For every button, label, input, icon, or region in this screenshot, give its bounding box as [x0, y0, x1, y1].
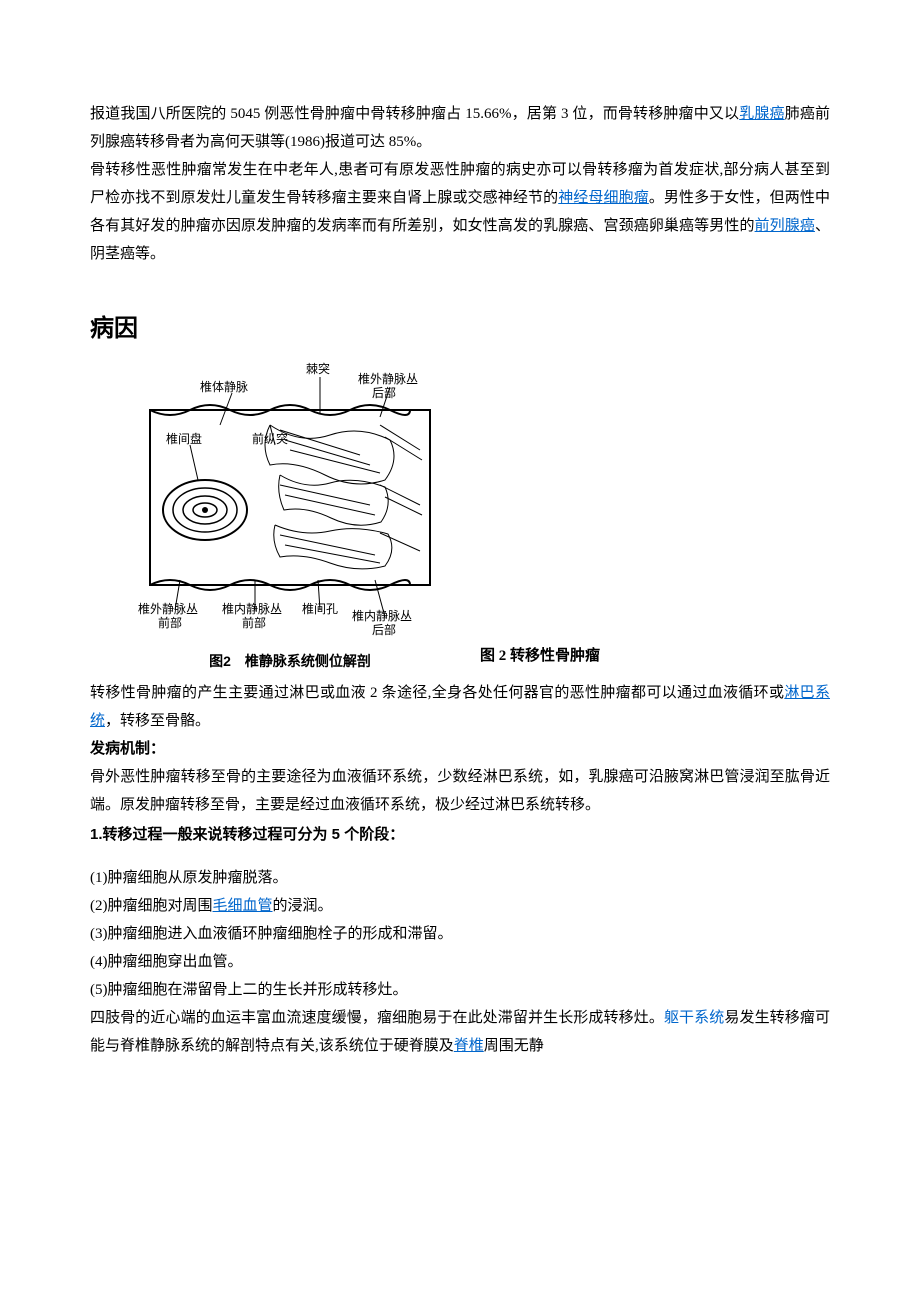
figure-internal-caption: 图2 椎静脉系统侧位解剖	[209, 651, 371, 671]
diagram-label-zhuinei-hou2: 后部	[372, 622, 396, 637]
stage-1: (1)肿瘤细胞从原发肿瘤脱落。	[90, 864, 830, 892]
cause-paragraph-1: 转移性骨肿瘤的产生主要通过淋巴或血液 2 条途径,全身各处任何器官的恶性肿瘤都可…	[90, 679, 830, 735]
diagram-label-zhuinei-qian: 椎内静脉丛	[222, 601, 282, 616]
diagram-label-jitu: 棘突	[306, 361, 330, 376]
link-trunk-system[interactable]: 躯干系统	[664, 1010, 724, 1026]
link-prostate-cancer[interactable]: 前列腺癌	[755, 218, 815, 234]
mechanism-heading: 发病机制：	[90, 741, 165, 757]
stage-2: (2)肿瘤细胞对周围毛细血管的浸润。	[90, 892, 830, 920]
diagram-label-zhuiwai-hou: 椎外静脉丛	[358, 371, 418, 386]
diagram-label-foramen: 椎间孔	[302, 601, 338, 616]
intro-paragraph-2: 骨转移性恶性肿瘤常发生在中老年人,患者可有原发恶性肿瘤的病史亦可以骨转移瘤为首发…	[90, 156, 830, 268]
link-breast-cancer[interactable]: 乳腺癌	[739, 106, 784, 122]
text-run: 转移性骨肿瘤的产生主要通过淋巴或血液 2 条途径,全身各处任何器官的恶性肿瘤都可…	[90, 685, 784, 701]
diagram-label-qianzong: 前纵突	[252, 431, 288, 446]
text-run: 四肢骨的近心端的血运丰富血流速度缓慢，瘤细胞易于在此处滞留并生长形成转移灶。	[90, 1010, 664, 1026]
figure-row: 棘突 椎体静脉 椎外静脉丛 后部 椎间盘 前纵突 椎外静脉丛 前部 椎内静脉丛 …	[120, 355, 830, 671]
diagram-label-zhuiwai-qian: 椎外静脉丛	[138, 601, 198, 616]
link-neuroblastoma[interactable]: 神经母细胞瘤	[558, 190, 649, 206]
diagram-label-zhuiti: 椎体静脉	[200, 379, 248, 394]
text-run: 的浸润。	[273, 898, 333, 914]
figure-box: 棘突 椎体静脉 椎外静脉丛 后部 椎间盘 前纵突 椎外静脉丛 前部 椎内静脉丛 …	[120, 355, 460, 671]
stage-3: (3)肿瘤细胞进入血液循环肿瘤细胞栓子的形成和滞留。	[90, 920, 830, 948]
diagram-label-zhuiwai-hou2: 后部	[372, 385, 396, 400]
mechanism-body: 骨外恶性肿瘤转移至骨的主要途径为血液循环系统，少数经淋巴系统，如，乳腺癌可沿腋窝…	[90, 763, 830, 819]
figure-external-caption: 图 2 转移性骨肿瘤	[480, 644, 600, 665]
document-page: 报道我国八所医院的 5045 例恶性骨肿瘤中骨转移肿瘤占 15.66%，居第 3…	[0, 0, 920, 1120]
text-run: (2)肿瘤细胞对周围	[90, 898, 213, 914]
text-run: 报道我国八所医院的 5045 例恶性骨肿瘤中骨转移肿瘤占 15.66%，居第 3…	[90, 106, 739, 122]
tail-paragraph: 四肢骨的近心端的血运丰富血流速度缓慢，瘤细胞易于在此处滞留并生长形成转移灶。躯干…	[90, 1004, 830, 1060]
mechanism-label: 发病机制：	[90, 735, 830, 763]
text-run: ，转移至骨骼。	[105, 713, 210, 729]
intro-paragraph-1: 报道我国八所医院的 5045 例恶性骨肿瘤中骨转移肿瘤占 15.66%，居第 3…	[90, 100, 830, 156]
stage-4: (4)肿瘤细胞穿出血管。	[90, 948, 830, 976]
text-run: 周围无静	[484, 1038, 544, 1054]
stage-5: (5)肿瘤细胞在滞留骨上二的生长并形成转移灶。	[90, 976, 830, 1004]
link-capillary[interactable]: 毛细血管	[213, 898, 273, 914]
diagram-label-zhuiwai-qian2: 前部	[158, 615, 182, 630]
diagram-label-disc: 椎间盘	[166, 431, 202, 446]
diagram-label-zhuinei-hou: 椎内静脉丛	[352, 608, 412, 623]
link-spine[interactable]: 脊椎	[454, 1038, 484, 1054]
stages-heading: 1.转移过程一般来说转移过程可分为 5 个阶段：	[90, 821, 830, 849]
anatomy-diagram: 棘突 椎体静脉 椎外静脉丛 后部 椎间盘 前纵突 椎外静脉丛 前部 椎内静脉丛 …	[120, 355, 460, 645]
section-heading-cause: 病因	[90, 308, 830, 343]
diagram-label-zhuinei-qian2: 前部	[242, 615, 266, 630]
